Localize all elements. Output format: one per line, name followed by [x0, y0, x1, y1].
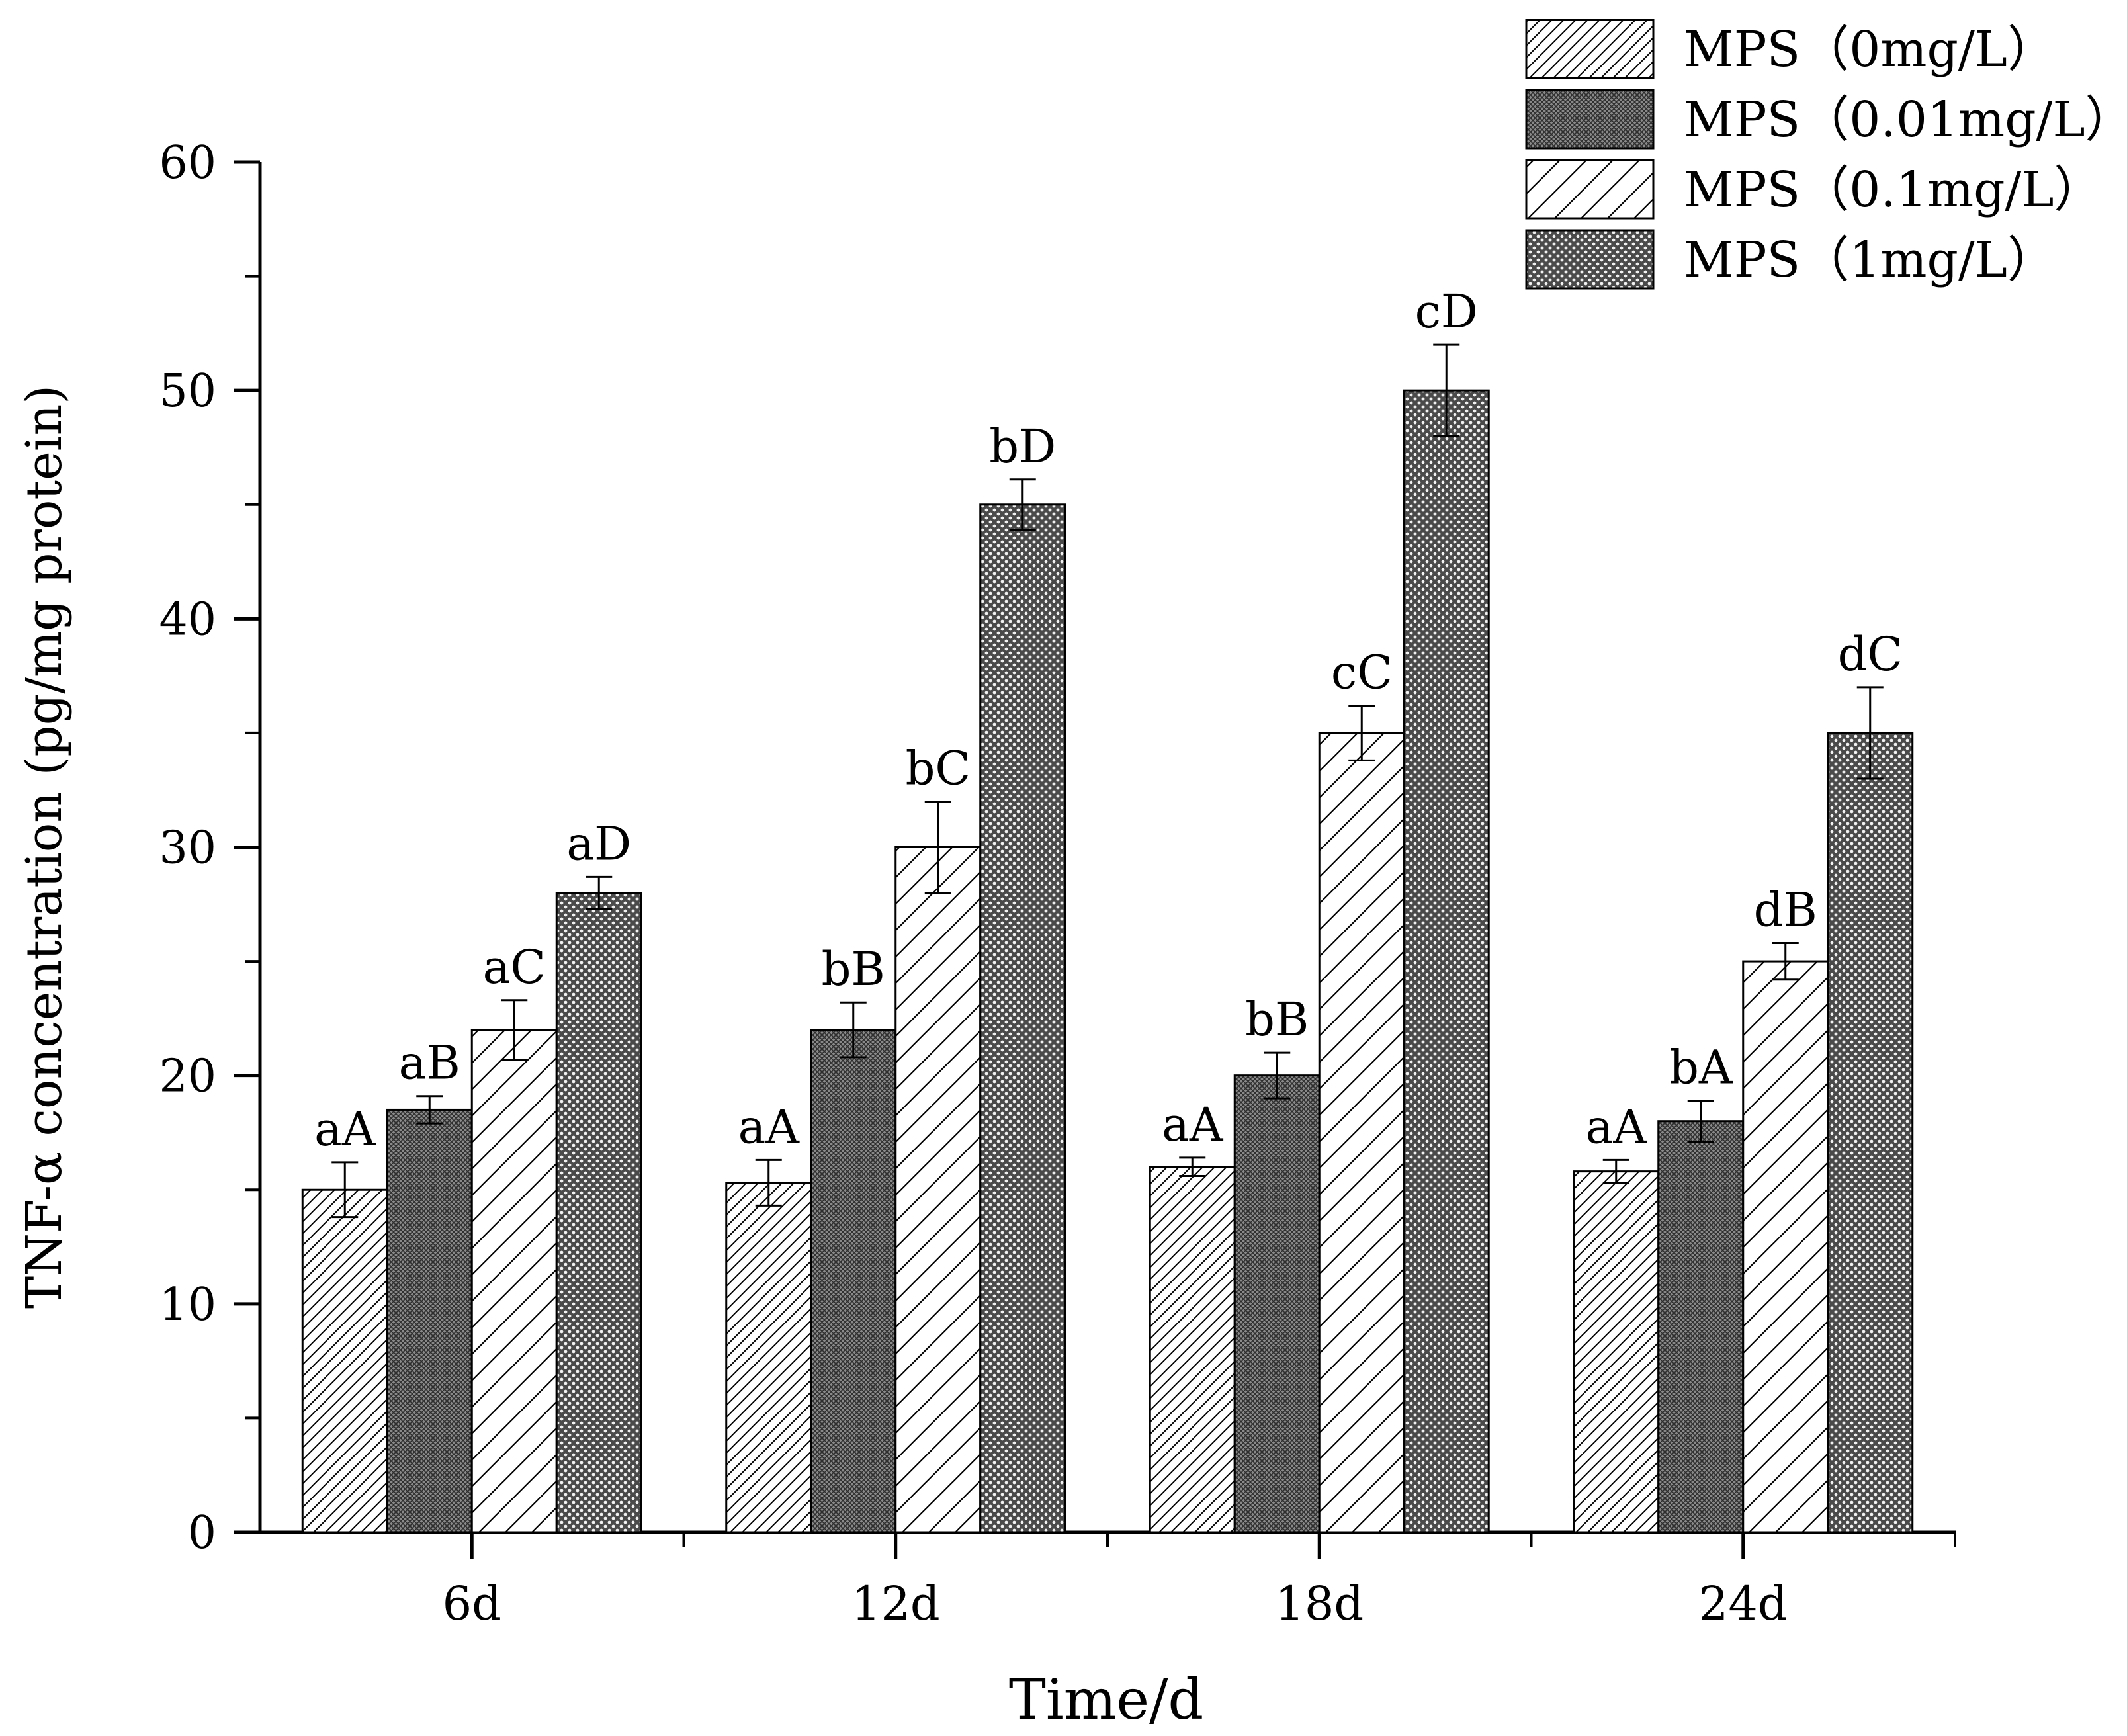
bar: [470, 1029, 558, 1534]
x-axis: 6d 12d 18d 24d: [259, 1530, 1956, 1631]
x-axis-title: Time/d: [1009, 1667, 1203, 1732]
bar: [301, 1188, 388, 1534]
y-tick-label: 0: [188, 1507, 216, 1559]
y-tick-label: 20: [159, 1051, 216, 1103]
legend-label: MPS（0mg/L）: [1684, 21, 2056, 78]
significance-label: aA: [1162, 1098, 1224, 1152]
significance-label: aB: [399, 1036, 460, 1090]
bar: [894, 846, 982, 1534]
bar: [1573, 1170, 1660, 1534]
significance-labels-group: aA aA aA aA aB bB bB bA aC bC cC dB aD bD cD dC: [314, 284, 1903, 1156]
y-axis: 0 10 20 30 40 50 60: [159, 137, 262, 1559]
significance-label: aA: [314, 1102, 376, 1156]
legend: MPS（0mg/L） MPS（0.01mg/L） MPS（0.1mg/L） MPS（1…: [1525, 19, 2127, 290]
y-tick-label: 10: [159, 1279, 216, 1331]
bar: [1403, 389, 1490, 1534]
bar: [1149, 1166, 1236, 1534]
bar-series-group: [301, 389, 1914, 1534]
y-axis-ticks: 0 10 20 30 40 50 60: [159, 137, 260, 1559]
bar: [386, 1108, 473, 1534]
significance-label: aA: [1586, 1100, 1648, 1154]
bar: [1742, 960, 1829, 1534]
significance-label: bD: [989, 419, 1056, 474]
significance-label: bC: [906, 741, 971, 795]
x-tick-label: 12d: [851, 1577, 940, 1631]
bar: [555, 892, 642, 1534]
bar: [1233, 1074, 1321, 1534]
legend-label: MPS（0.1mg/L）: [1684, 161, 2103, 218]
legend-swatch: [1525, 19, 1655, 79]
legend-swatch: [1525, 89, 1655, 150]
significance-label: cC: [1331, 645, 1393, 699]
bar: [810, 1029, 897, 1534]
legend-label: MPS（1mg/L）: [1684, 232, 2056, 288]
significance-label: bB: [1245, 992, 1309, 1047]
x-tick-label: 6d: [443, 1577, 501, 1631]
y-tick-label: 40: [159, 593, 216, 646]
x-axis-ticks: 6d 12d 18d 24d: [443, 1532, 1956, 1631]
legend-swatch: [1525, 159, 1655, 220]
legend-label: MPS（0.01mg/L）: [1684, 91, 2127, 148]
x-tick-label: 24d: [1699, 1577, 1788, 1631]
y-tick-label: 30: [159, 822, 216, 875]
bar: [1657, 1120, 1745, 1534]
significance-label: aA: [738, 1100, 801, 1154]
significance-label: dB: [1754, 883, 1817, 937]
significance-label: bB: [822, 942, 885, 996]
bar: [979, 503, 1066, 1534]
error-bars-group: [331, 343, 1884, 1219]
significance-label: aC: [483, 940, 546, 994]
bar: [725, 1182, 812, 1534]
y-tick-label: 60: [159, 137, 216, 189]
significance-label: aD: [566, 816, 631, 871]
x-tick-label: 18d: [1275, 1577, 1364, 1631]
y-axis-title: TNF-α concentration (pg/mg protein): [16, 385, 73, 1309]
legend-swatch: [1525, 229, 1655, 290]
significance-label: cD: [1415, 284, 1478, 339]
y-tick-label: 50: [159, 365, 216, 417]
bar: [1827, 732, 1914, 1534]
significance-label: bA: [1669, 1041, 1733, 1095]
significance-label: dC: [1838, 627, 1903, 681]
bar: [1318, 732, 1405, 1534]
